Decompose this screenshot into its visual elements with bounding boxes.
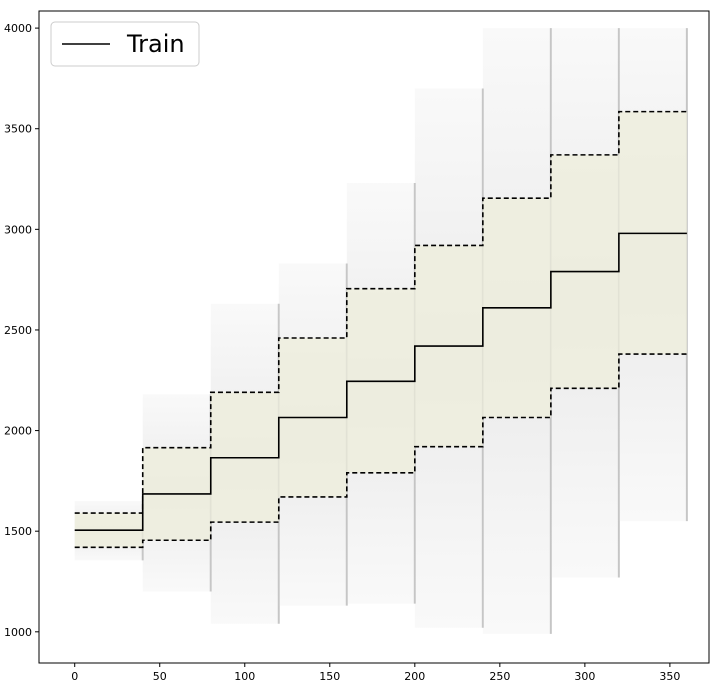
x-tick-label: 150 [319, 670, 340, 683]
legend-box [50, 21, 200, 67]
y-tick-label: 1500 [4, 525, 32, 538]
y-tick-label: 3500 [4, 123, 32, 136]
x-tick-label: 300 [574, 670, 595, 683]
y-tick-label: 2500 [4, 324, 32, 337]
legend[interactable]: Train [50, 21, 200, 67]
y-tick-label: 3000 [4, 223, 32, 236]
x-tick-label: 200 [404, 670, 425, 683]
y-tick-label: 4000 [4, 22, 32, 35]
x-tick-label: 250 [489, 670, 510, 683]
x-axis: 0 50 100 150 200 250 300 350 [71, 663, 680, 683]
y-axis: 1000 1500 2000 2500 3000 3500 4000 [4, 22, 39, 639]
series-train-line [74, 232, 687, 531]
y-tick-label: 1000 [4, 626, 32, 639]
x-tick-label: 0 [71, 670, 78, 683]
x-tick-label: 100 [234, 670, 255, 683]
series-lines [74, 110, 687, 549]
y-tick-label: 2000 [4, 425, 32, 438]
legend-label-train: Train [126, 30, 185, 58]
x-tick-label: 50 [153, 670, 167, 683]
lower-bound-line [74, 353, 687, 549]
plot-frame [38, 10, 710, 664]
upper-bound-line [74, 110, 687, 514]
x-tick-label: 350 [659, 670, 680, 683]
